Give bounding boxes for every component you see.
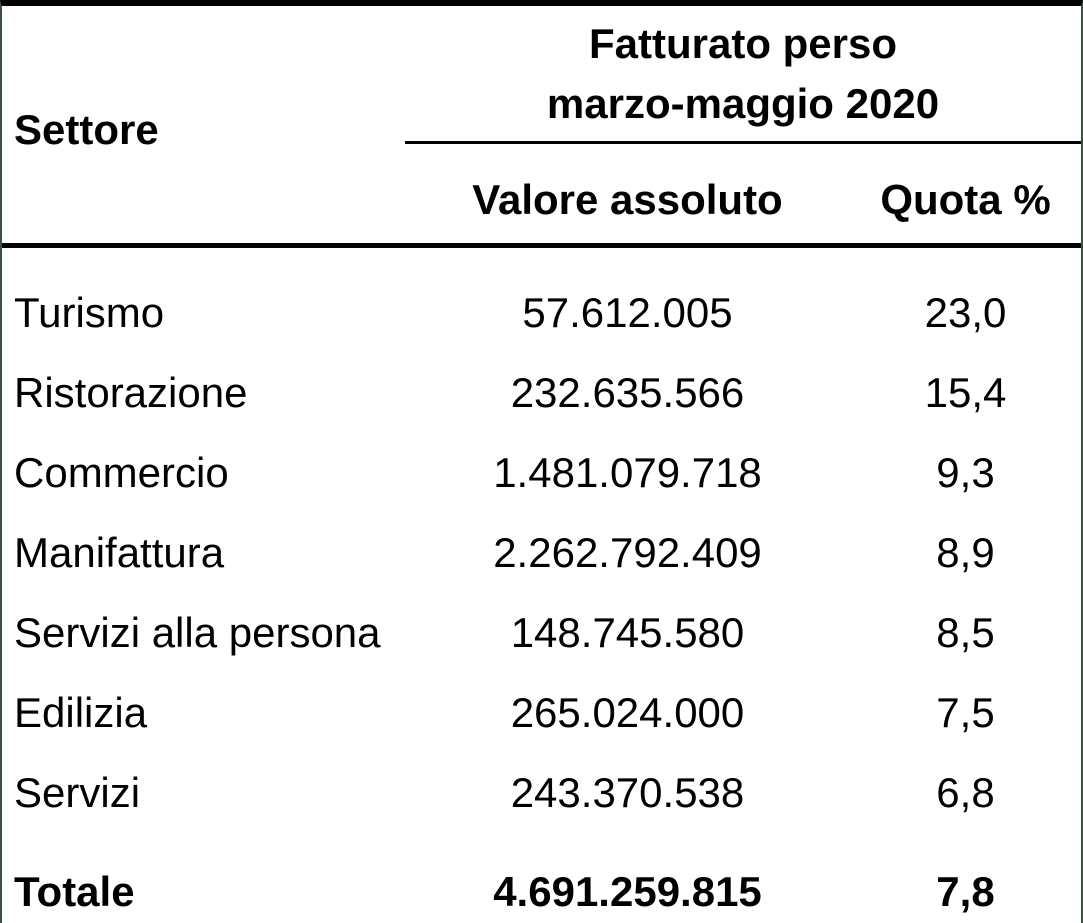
table-header: Settore Fatturato perso marzo-maggio 202… — [2, 6, 1081, 248]
cell-quota: 8,5 — [936, 609, 995, 656]
merged-header-line1: Fatturato perso — [588, 20, 898, 67]
merged-column-header: Fatturato perso marzo-maggio 2020 — [405, 6, 1081, 144]
cell-settore: Edilizia — [14, 689, 148, 736]
table-row: Ristorazione 232.635.566 15,4 — [2, 353, 1081, 433]
column-header-valore-assoluto: Valore assoluto — [472, 175, 783, 223]
merged-header-line2: marzo-maggio 2020 — [546, 80, 940, 127]
table-row: Commercio 1.481.079.718 9,3 — [2, 433, 1081, 513]
cell-settore: Ristorazione — [14, 369, 248, 416]
cell-quota: 7,5 — [936, 689, 995, 736]
cell-valore: 232.635.566 — [510, 369, 745, 416]
cell-valore: 2.262.792.409 — [493, 529, 762, 576]
column-header-settore: Settore — [14, 106, 159, 153]
cell-valore: 265.024.000 — [510, 689, 745, 736]
cell-valore: 1.481.079.718 — [493, 449, 762, 496]
merged-header-underline — [405, 141, 1081, 144]
cell-quota: 9,3 — [936, 449, 995, 496]
cell-quota: 15,4 — [924, 369, 1007, 416]
cell-valore: 243.370.538 — [510, 769, 745, 816]
cell-quota: 6,8 — [936, 769, 995, 816]
cell-quota: 8,9 — [936, 529, 995, 576]
table-body: Turismo 57.612.005 23,0 Ristorazione 232… — [2, 248, 1081, 923]
cell-quota: 23,0 — [924, 289, 1007, 336]
sub-header-row: Valore assoluto Quota % — [405, 156, 1081, 243]
table-total-row: Totale 4.691.259.815 7,8 — [2, 852, 1081, 923]
cell-settore-total: Totale — [14, 868, 135, 915]
table-row: Servizi 243.370.538 6,8 — [2, 753, 1081, 833]
cell-settore: Servizi — [14, 769, 141, 816]
cell-settore: Manifattura — [14, 529, 225, 576]
table-row: Edilizia 265.024.000 7,5 — [2, 673, 1081, 753]
cell-valore-total: 4.691.259.815 — [493, 868, 762, 915]
cell-valore: 57.612.005 — [522, 289, 733, 336]
table-row: Turismo 57.612.005 23,0 — [2, 273, 1081, 353]
table-row: Manifattura 2.262.792.409 8,9 — [2, 513, 1081, 593]
cell-valore: 148.745.580 — [510, 609, 745, 656]
cell-settore: Turismo — [14, 289, 165, 336]
column-header-quota: Quota % — [880, 175, 1051, 223]
cell-settore: Commercio — [14, 449, 229, 496]
table-row: Servizi alla persona 148.745.580 8,5 — [2, 593, 1081, 673]
cell-quota-total: 7,8 — [936, 868, 995, 915]
cell-settore: Servizi alla persona — [14, 609, 381, 656]
